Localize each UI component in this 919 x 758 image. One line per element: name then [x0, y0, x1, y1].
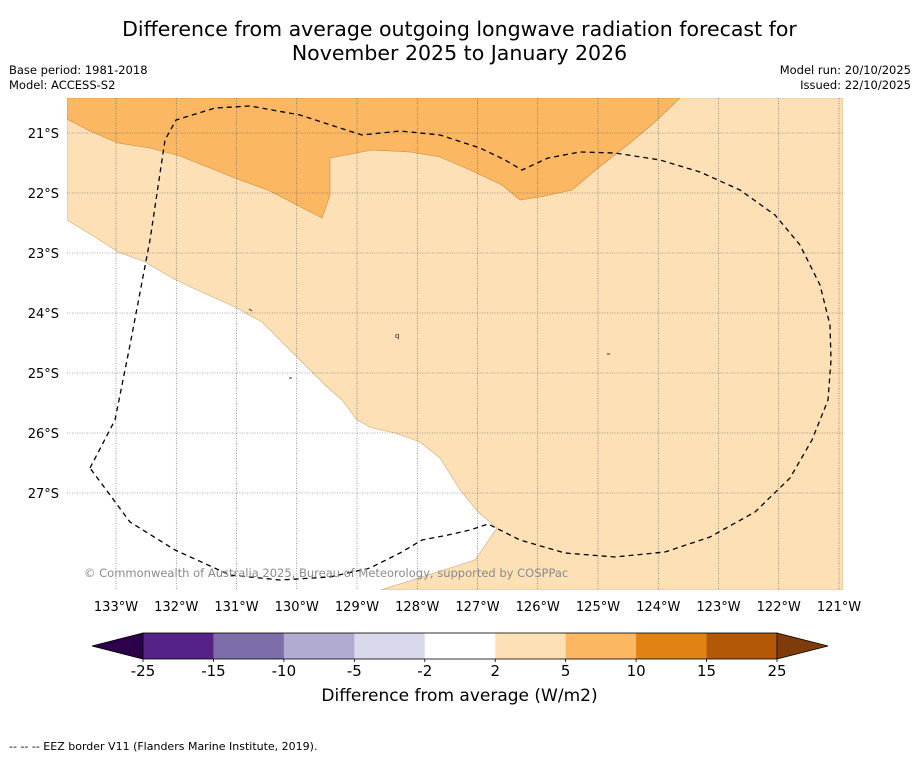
map-panel: q 21°S 22°S 23°S 24°S 25°S 26°S 27°S 133°W 132°… [28, 98, 861, 615]
base-period: Base period: 1981-2018 [9, 63, 148, 77]
longitude-label: 129°W [335, 600, 379, 615]
anomaly-speck [248, 308, 253, 312]
longitude-label: 121°W [817, 600, 861, 615]
colorbar-segment [706, 633, 778, 659]
longitude-label: 126°W [516, 600, 560, 615]
colorbar-segment [424, 633, 496, 659]
model-run: Model run: 20/10/2025 [779, 63, 911, 77]
latitude-labels: 21°S 22°S 23°S 24°S 25°S 26°S 27°S [28, 127, 59, 502]
colorbar-segment [354, 633, 426, 659]
anomaly-region-2-to-5 [67, 98, 843, 590]
colorbar-segment [636, 633, 708, 659]
colorbar-tick-label: 15 [697, 662, 716, 680]
eez-border [89, 105, 832, 581]
colorbar: -25 -15 -10 -5 -2 2 5 10 15 25 [91, 632, 829, 680]
chart-title: Difference from average outgoing longwav… [0, 17, 919, 65]
longitude-label: 127°W [455, 600, 499, 615]
colorbar-tick-label: -2 [417, 662, 432, 680]
copyright-notice: © Commonwealth of Australia 2025, Bureau… [84, 566, 569, 580]
latitude-label: 26°S [28, 427, 59, 442]
colorbar-segment [565, 633, 637, 659]
colorbar-segment [213, 633, 285, 659]
colorbar-tick-label: 10 [627, 662, 646, 680]
colorbar-tick-label: -15 [201, 662, 226, 680]
longitude-labels: 133°W 132°W 131°W 130°W 129°W 128°W 127°W 126°W… [94, 600, 861, 615]
longitude-label: 124°W [636, 600, 680, 615]
model-name: Model: ACCESS-S2 [9, 78, 116, 92]
colorbar-segment [495, 633, 567, 659]
graticule [67, 98, 843, 590]
colorbar-segment [143, 633, 214, 659]
longitude-label: 125°W [576, 600, 620, 615]
colorbar-tick-label: -10 [272, 662, 297, 680]
colorbar-under-triangle [91, 632, 144, 660]
colorbar-tick-label: 5 [561, 662, 571, 680]
longitude-label: 132°W [154, 600, 198, 615]
map-marker-q: q [395, 332, 399, 340]
colorbar-tick-label: -5 [347, 662, 362, 680]
latitude-label: 21°S [28, 127, 59, 142]
latitude-label: 24°S [28, 307, 59, 322]
longitude-label: 122°W [757, 600, 801, 615]
latitude-label: 27°S [28, 487, 59, 502]
colorbar-outline [142, 632, 778, 660]
eez-footnote: -- -- -- EEZ border V11 (Flanders Marine… [9, 740, 318, 753]
meta-left: Base period: 1981-2018 Model: ACCESS-S2 [9, 63, 148, 93]
colorbar-label: Difference from average (W/m2) [321, 686, 598, 706]
title-line-1: Difference from average outgoing longwav… [122, 17, 797, 41]
colorbar-tick-label: 2 [490, 662, 500, 680]
latitude-label: 23°S [28, 247, 59, 262]
longitude-label: 131°W [214, 600, 258, 615]
latitude-label: 25°S [28, 367, 59, 382]
colorbar-segment [283, 633, 355, 659]
issued-date: Issued: 22/10/2025 [800, 78, 911, 92]
anomaly-region-5-to-10 [67, 98, 681, 219]
colorbar-over-triangle [776, 632, 829, 660]
colorbar-tick-label: -25 [131, 662, 156, 680]
meta-right: Model run: 20/10/2025 Issued: 22/10/2025 [780, 63, 911, 93]
latitude-label: 22°S [28, 187, 59, 202]
colorbar-tick-label: 25 [767, 662, 786, 680]
title-line-2: November 2025 to January 2026 [291, 40, 628, 65]
longitude-label: 130°W [275, 600, 319, 615]
longitude-label: 128°W [395, 600, 439, 615]
longitude-label: 123°W [696, 600, 740, 615]
longitude-label: 133°W [94, 600, 138, 615]
